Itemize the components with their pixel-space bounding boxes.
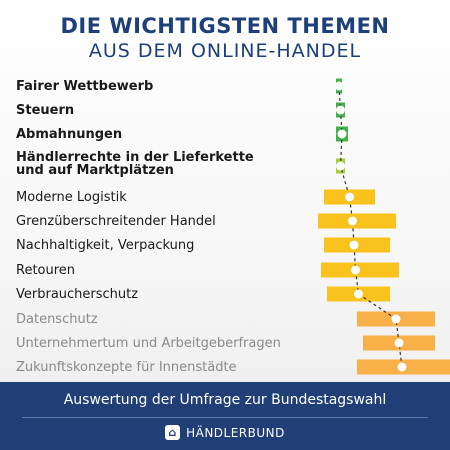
category-label: Abmahnungen xyxy=(16,127,123,142)
footer-divider xyxy=(22,417,428,418)
data-point xyxy=(337,129,347,139)
data-point xyxy=(394,338,404,348)
footer-text: Auswertung der Umfrage zur Bundestagswah… xyxy=(63,392,387,408)
category-label: Retouren xyxy=(16,263,76,278)
data-point xyxy=(349,240,359,250)
category-label: Nachhaltigkeit, Verpackung xyxy=(16,238,195,253)
chart-title-line1: DIE WICHTIGSTEN THEMEN xyxy=(60,14,390,38)
data-point xyxy=(336,161,345,171)
data-point xyxy=(391,314,401,324)
footer-bar: Auswertung der Umfrage zur Bundestagswah… xyxy=(0,382,450,450)
data-point xyxy=(348,216,357,226)
category-label: Steuern xyxy=(16,103,75,118)
brand: ⌂ HÄNDLERBUND xyxy=(0,425,450,440)
data-point xyxy=(336,105,345,115)
ranking-chart xyxy=(318,78,450,375)
category-label: Grenzüberschreitender Handel xyxy=(16,214,216,229)
category-label: Unternehmertum und Arbeitgeberfragen xyxy=(16,336,281,351)
brand-name: HÄNDLERBUND xyxy=(186,425,285,440)
data-point xyxy=(345,192,354,202)
category-label: Händlerrechte in der Lieferkette und auf… xyxy=(16,150,254,178)
category-label: Verbraucherschutz xyxy=(16,287,139,302)
category-label: Fairer Wettbewerb xyxy=(16,79,154,94)
chart-title-line2: AUS DEM ONLINE-HANDEL xyxy=(88,40,362,62)
data-point xyxy=(397,362,407,372)
handlerbund-logo-icon: ⌂ xyxy=(165,425,181,440)
data-point xyxy=(334,81,344,91)
data-point xyxy=(351,265,360,275)
category-label: Datenschutz xyxy=(16,312,98,327)
category-label: Zukunftskonzepte für Innenstädte xyxy=(16,360,237,375)
category-label: Moderne Logistik xyxy=(16,190,127,205)
data-point xyxy=(354,289,363,299)
